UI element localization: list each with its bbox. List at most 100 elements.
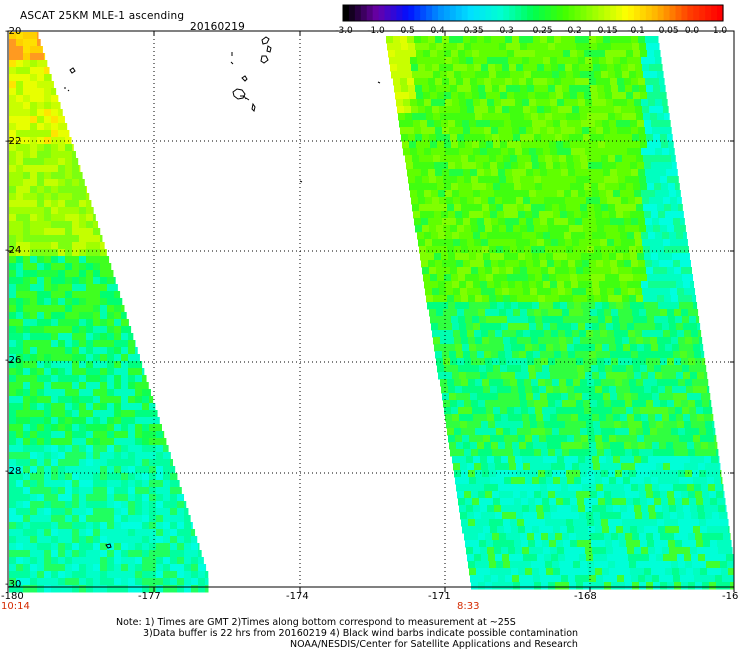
swath-cell bbox=[86, 431, 94, 439]
swath-cell bbox=[582, 78, 590, 86]
swath-cell bbox=[660, 358, 668, 366]
swath-cell bbox=[128, 522, 136, 530]
swath-cell bbox=[611, 533, 619, 541]
swath-cell bbox=[534, 491, 542, 499]
swath-cell bbox=[44, 550, 52, 558]
swath-cell bbox=[16, 67, 24, 75]
swath-cell bbox=[597, 267, 605, 275]
swath-cell bbox=[114, 585, 122, 593]
colorbar-label: -0.25 bbox=[529, 26, 553, 36]
swath-cell bbox=[663, 463, 671, 471]
swath-cell bbox=[23, 284, 31, 292]
swath-cell bbox=[30, 256, 38, 264]
swath-cell bbox=[696, 540, 704, 548]
swath-cell bbox=[395, 50, 403, 58]
swath-cell bbox=[522, 414, 530, 422]
swath-cell bbox=[662, 232, 670, 240]
swath-cell bbox=[618, 309, 626, 317]
swath-cell bbox=[431, 190, 439, 198]
swath-cell bbox=[121, 459, 129, 467]
swath-cell bbox=[594, 337, 602, 345]
swath-cell bbox=[37, 564, 45, 572]
swath-cell bbox=[23, 186, 31, 194]
swath-cell bbox=[65, 389, 73, 397]
swath-cell bbox=[497, 344, 505, 352]
swath-cell bbox=[603, 36, 611, 44]
swath-cell bbox=[142, 466, 150, 474]
swath-cell bbox=[611, 85, 619, 93]
swath-cell bbox=[590, 134, 598, 142]
swath-cell bbox=[718, 547, 726, 555]
swath-cell bbox=[191, 522, 193, 530]
swath-cell bbox=[65, 550, 73, 558]
swath-cell bbox=[65, 340, 73, 348]
swath-cell bbox=[107, 354, 115, 362]
swath-cell bbox=[65, 354, 73, 362]
swath-cell bbox=[578, 57, 586, 65]
swath-cell bbox=[114, 347, 122, 355]
swath-cell bbox=[595, 120, 603, 128]
swath-cell bbox=[528, 365, 536, 373]
swath-cell bbox=[656, 512, 664, 520]
swath-cell bbox=[545, 155, 553, 163]
swath-cell bbox=[628, 64, 636, 72]
swath-cell bbox=[478, 582, 486, 590]
swath-cell bbox=[549, 50, 557, 58]
swath-cell bbox=[543, 99, 551, 107]
swath-cell bbox=[566, 379, 574, 387]
swath-cell bbox=[572, 512, 580, 520]
swath-cell bbox=[142, 445, 150, 453]
swath-cell bbox=[100, 431, 108, 439]
swath-cell bbox=[491, 218, 499, 226]
swath-cell bbox=[550, 232, 558, 240]
swath-cell bbox=[567, 386, 575, 394]
swath-cell bbox=[604, 491, 612, 499]
swath-cell bbox=[575, 218, 583, 226]
swath-cell bbox=[590, 533, 598, 541]
swath-cell bbox=[713, 470, 721, 478]
swath-cell bbox=[564, 456, 572, 464]
swath-cell bbox=[149, 410, 157, 418]
swath-cell bbox=[37, 445, 45, 453]
swath-cell bbox=[9, 81, 17, 89]
swath-cell bbox=[516, 330, 524, 338]
swath-cell bbox=[446, 239, 454, 247]
swath-cell bbox=[58, 151, 66, 159]
swath-cell bbox=[419, 71, 427, 79]
swath-cell bbox=[407, 36, 415, 44]
swath-cell bbox=[23, 235, 31, 243]
swath-cell bbox=[44, 326, 52, 334]
swath-cell bbox=[486, 274, 494, 282]
swath-cell bbox=[546, 211, 554, 219]
swath-cell bbox=[93, 354, 101, 362]
swath-cell bbox=[142, 550, 150, 558]
swath-cell bbox=[16, 116, 24, 124]
swath-cell bbox=[534, 134, 542, 142]
swath-cell bbox=[621, 239, 629, 247]
swath-cell bbox=[16, 515, 24, 523]
swath-cell bbox=[670, 330, 678, 338]
swath-cell bbox=[16, 459, 24, 467]
swath-cell bbox=[65, 417, 73, 425]
swath-cell bbox=[79, 452, 87, 460]
swath-cell bbox=[464, 449, 472, 457]
swath-cell bbox=[72, 326, 80, 334]
swath-cell bbox=[464, 358, 472, 366]
swath-cell bbox=[639, 43, 647, 51]
swath-cell bbox=[536, 190, 544, 198]
swath-cell bbox=[463, 484, 471, 492]
swath-cell bbox=[537, 64, 545, 72]
swath-cell bbox=[551, 64, 559, 72]
swath-cell bbox=[572, 421, 580, 429]
swath-cell bbox=[16, 361, 24, 369]
swath-cell bbox=[93, 431, 101, 439]
swath-cell bbox=[586, 463, 594, 471]
swath-cell bbox=[9, 347, 17, 355]
swath-cell bbox=[72, 354, 80, 362]
swath-cell bbox=[592, 456, 600, 464]
swath-cell bbox=[509, 554, 517, 562]
swath-cell bbox=[114, 417, 122, 425]
swath-cell bbox=[37, 130, 45, 138]
swath-cell bbox=[589, 127, 597, 135]
swath-cell bbox=[628, 330, 636, 338]
